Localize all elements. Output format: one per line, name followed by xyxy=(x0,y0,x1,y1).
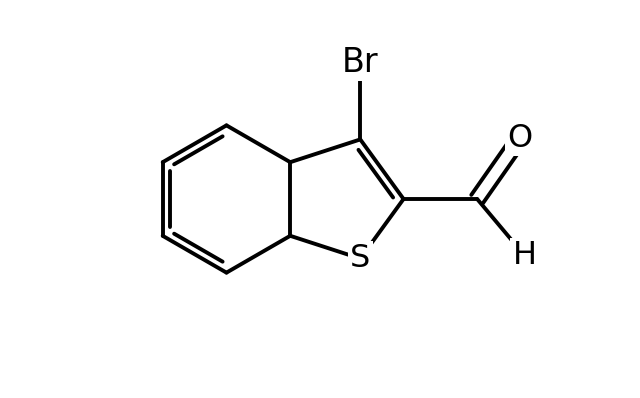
Text: Br: Br xyxy=(342,46,379,79)
Text: O: O xyxy=(507,123,532,154)
Text: H: H xyxy=(513,240,536,271)
Text: S: S xyxy=(350,243,371,274)
